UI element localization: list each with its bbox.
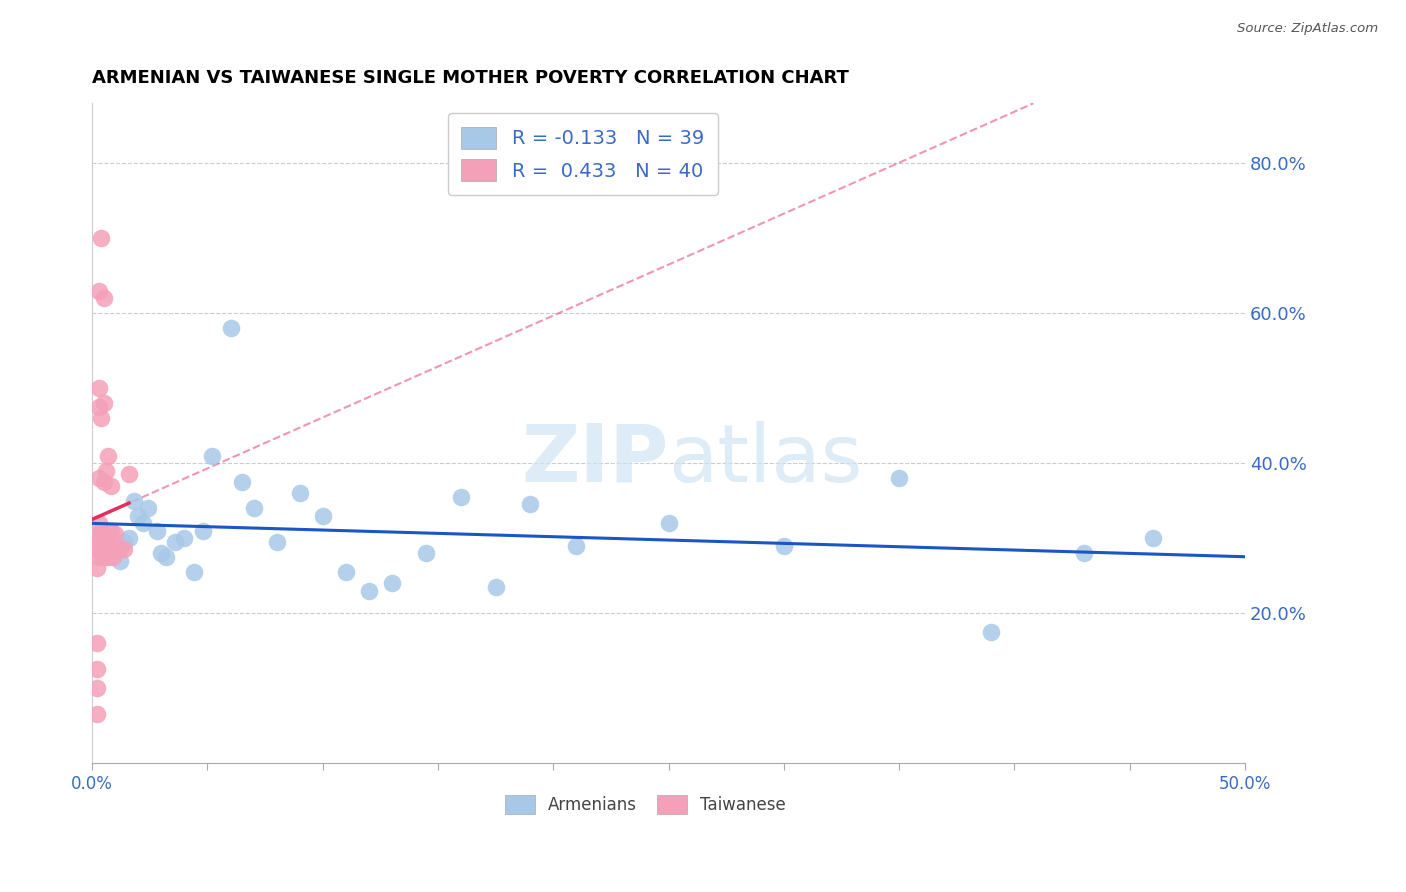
Point [1142,531,1164,545]
Point [87,381,110,395]
Point [980,624,1002,639]
Point [86,662,108,676]
Point [86,707,108,722]
Point [155,549,177,564]
Point [357,583,380,598]
Point [93,535,115,549]
Point [87,535,110,549]
Point [191,524,214,538]
Point [97,531,120,545]
Point [450,490,472,504]
Point [114,535,136,549]
Point [1073,546,1095,560]
Point [108,542,131,557]
Point [657,516,679,531]
Point [104,542,127,557]
Point [87,284,110,298]
Point [288,486,311,500]
Point [87,516,110,531]
Point [86,561,108,575]
Point [173,531,195,545]
Text: Source: ZipAtlas.com: Source: ZipAtlas.com [1237,22,1378,36]
Point [104,542,127,557]
Text: ARMENIAN VS TAIWANESE SINGLE MOTHER POVERTY CORRELATION CHART: ARMENIAN VS TAIWANESE SINGLE MOTHER POVE… [93,69,849,87]
Point [94,546,117,560]
Point [108,554,131,568]
Point [887,471,910,485]
Point [94,464,117,478]
Point [87,542,110,557]
Point [165,535,187,549]
Point [100,479,122,493]
Point [86,681,108,695]
Point [100,542,122,557]
Point [183,565,205,579]
Point [201,449,224,463]
Point [93,396,115,410]
Point [219,321,242,335]
Point [97,449,120,463]
Point [266,535,288,549]
Point [101,549,124,564]
Point [93,527,115,541]
Point [87,549,110,564]
Point [231,475,253,489]
Point [87,471,110,485]
Point [87,400,110,414]
Point [93,539,115,553]
Point [93,549,115,564]
Point [145,524,167,538]
Point [312,508,335,523]
Point [90,546,112,560]
Point [87,527,110,541]
Point [118,467,141,482]
Point [90,231,112,245]
Legend: Armenians, Taiwanese: Armenians, Taiwanese [498,789,793,821]
Point [485,580,508,594]
Point [97,524,120,538]
Point [94,531,117,545]
Point [86,636,108,650]
Point [118,531,141,545]
Text: ZIP: ZIP [522,421,668,499]
Point [381,576,404,591]
Point [132,516,155,531]
Text: atlas: atlas [668,421,863,499]
Point [415,546,437,560]
Point [136,501,159,516]
Point [565,539,588,553]
Point [242,501,264,516]
Point [772,539,794,553]
Point [100,524,122,538]
Point [93,291,115,305]
Point [335,565,357,579]
Point [90,535,112,549]
Point [150,546,173,560]
Point [519,498,541,512]
Point [122,493,145,508]
Point [90,411,112,425]
Point [93,475,115,489]
Point [90,524,112,538]
Point [97,549,120,564]
Point [127,508,149,523]
Point [104,527,127,541]
Point [114,542,136,557]
Point [94,531,117,545]
